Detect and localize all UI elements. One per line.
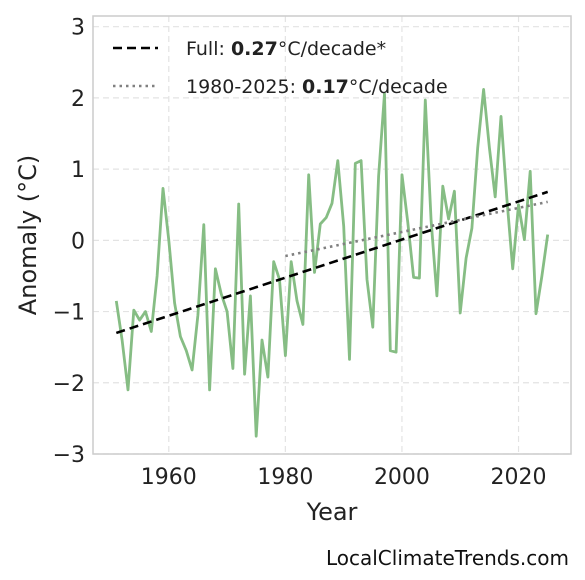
- legend-label-full: Full: 0.27°C/decade*: [186, 38, 386, 60]
- legend-full-unit: °C/decade*: [278, 38, 386, 60]
- x-axis-title: Year: [306, 498, 358, 526]
- x-tick-label: 2000: [374, 465, 430, 490]
- legend-full-prefix: Full:: [186, 38, 231, 60]
- legend: Full: 0.27°C/decade* 1980-2025: 0.17°C/d…: [113, 38, 448, 98]
- legend-full-rate: 0.27: [231, 38, 278, 60]
- y-tick-label: 1: [71, 158, 85, 183]
- watermark-text: LocalClimateTrends.com: [325, 546, 569, 570]
- x-tick-label: 2020: [491, 465, 547, 490]
- y-tick-label: −1: [53, 301, 85, 326]
- x-tick-label: 1960: [141, 465, 197, 490]
- plot-series: [114, 88, 550, 438]
- y-tick-label: 2: [71, 87, 85, 112]
- anomaly-series-line: [114, 88, 550, 438]
- grid-lines: [93, 16, 571, 455]
- y-tick-label: −2: [53, 372, 85, 397]
- y-tick-label: −3: [53, 443, 85, 468]
- legend-recent-rate: 0.17: [302, 76, 349, 98]
- tick-labels: 1960 1980 2000 2020 −3 −2 −1 0 1 2 3: [53, 16, 547, 490]
- plot-frame: [92, 15, 572, 455]
- y-tick-label: 0: [71, 229, 85, 254]
- legend-recent-unit: °C/decade: [349, 76, 448, 98]
- legend-recent-prefix: 1980-2025:: [186, 76, 302, 98]
- y-axis-title: Anomaly (°C): [14, 155, 42, 315]
- trend-line-recent: [285, 200, 548, 258]
- legend-label-recent: 1980-2025: 0.17°C/decade: [186, 76, 448, 98]
- y-tick-label: 3: [71, 16, 85, 41]
- trend-line-full: [115, 190, 549, 335]
- x-tick-label: 1980: [257, 465, 313, 490]
